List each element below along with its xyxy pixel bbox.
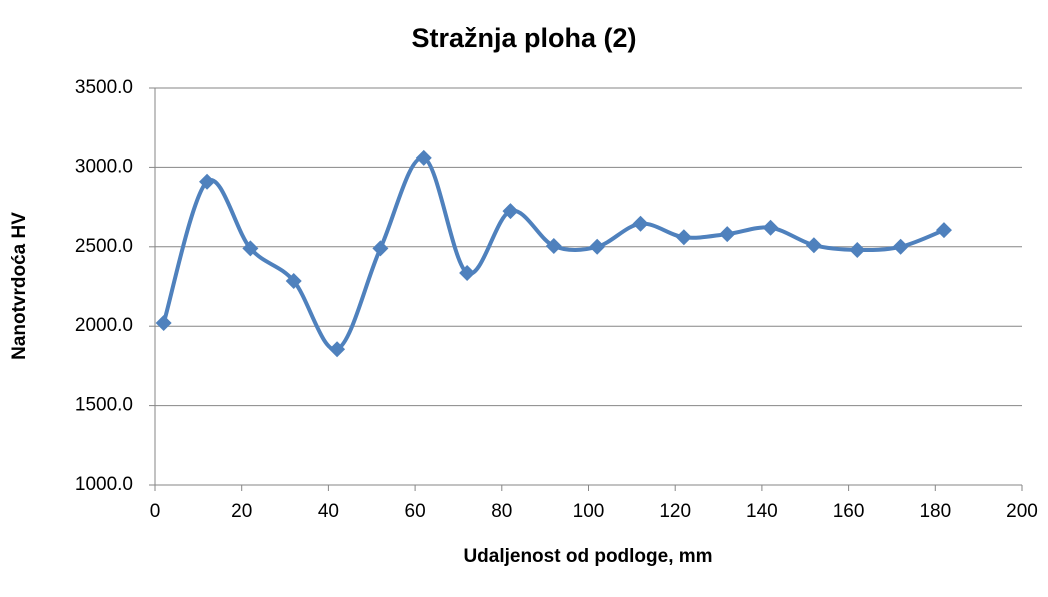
y-tick-label: 2500.0	[75, 236, 133, 257]
y-tick-label: 3500.0	[75, 77, 133, 98]
marker	[762, 219, 779, 236]
marker	[805, 237, 822, 254]
chart-title: Stražnja ploha (2)	[411, 23, 636, 53]
y-tick-label: 1000.0	[75, 474, 133, 495]
marker	[719, 226, 736, 243]
marker	[199, 173, 216, 190]
x-tick-label: 140	[746, 501, 778, 522]
x-tick-label: 0	[150, 501, 161, 522]
marker	[242, 240, 259, 257]
marker	[935, 222, 952, 239]
x-tick-label: 80	[491, 501, 512, 522]
marker	[632, 215, 649, 232]
x-tick-label: 20	[231, 501, 252, 522]
y-axis-title: Nanotvrdoća HV	[9, 212, 30, 360]
marker	[675, 229, 692, 246]
marker	[459, 265, 476, 282]
x-axis-title: Udaljenost od podloge, mm	[463, 546, 712, 567]
marker	[849, 241, 866, 258]
marker	[502, 203, 519, 220]
marker	[372, 240, 389, 257]
marker	[589, 238, 606, 255]
marker	[545, 238, 562, 255]
marker	[155, 315, 172, 332]
marker	[415, 149, 432, 166]
x-tick-label: 160	[833, 501, 865, 522]
x-tick-label: 120	[659, 501, 691, 522]
y-tick-label: 3000.0	[75, 156, 133, 177]
x-tick-label: 180	[919, 501, 951, 522]
x-tick-label: 200	[1006, 501, 1038, 522]
x-tick-label: 40	[318, 501, 339, 522]
y-tick-label: 1500.0	[75, 395, 133, 416]
y-tick-label: 2000.0	[75, 315, 133, 336]
x-tick-label: 60	[405, 501, 426, 522]
marker	[892, 238, 909, 255]
marker	[285, 272, 302, 289]
x-tick-label: 100	[573, 501, 605, 522]
marker	[329, 341, 346, 358]
